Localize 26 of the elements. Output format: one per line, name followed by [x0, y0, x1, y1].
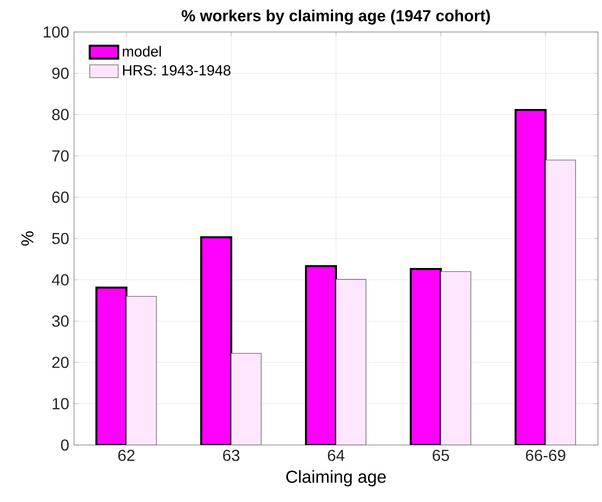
x-tick-label: 62	[118, 450, 134, 462]
y-tick-label: 0	[61, 439, 69, 451]
bar	[200, 236, 232, 445]
x-tick-label: 65	[432, 450, 450, 462]
y-axis-title: %	[21, 231, 34, 246]
bar	[95, 286, 128, 445]
y-tick-label: 70	[52, 150, 69, 162]
x-tick-label: 64	[328, 450, 344, 462]
bar	[514, 109, 547, 445]
legend-label: model	[122, 46, 161, 57]
bar	[305, 265, 337, 445]
y-tick-label: 100	[44, 26, 69, 38]
legend-label: HRS: 1943-1948	[123, 65, 230, 76]
y-tick-label: 50	[52, 232, 69, 244]
y-tick-label: 60	[52, 192, 69, 203]
y-tick-label: 80	[52, 108, 69, 120]
y-tick-label: 10	[52, 398, 69, 410]
x-tick-label: 66-69	[526, 450, 566, 462]
y-tick-label: 20	[52, 356, 69, 368]
x-axis-title: Claiming age	[286, 470, 386, 486]
chart-title: % workers by claiming age (1947 cohort)	[182, 10, 490, 25]
x-tick-label: 63	[223, 450, 240, 462]
y-tick-label: 40	[52, 274, 69, 286]
y-tick-label: 30	[52, 315, 69, 327]
bar	[410, 268, 442, 445]
y-tick-label: 90	[52, 68, 69, 79]
